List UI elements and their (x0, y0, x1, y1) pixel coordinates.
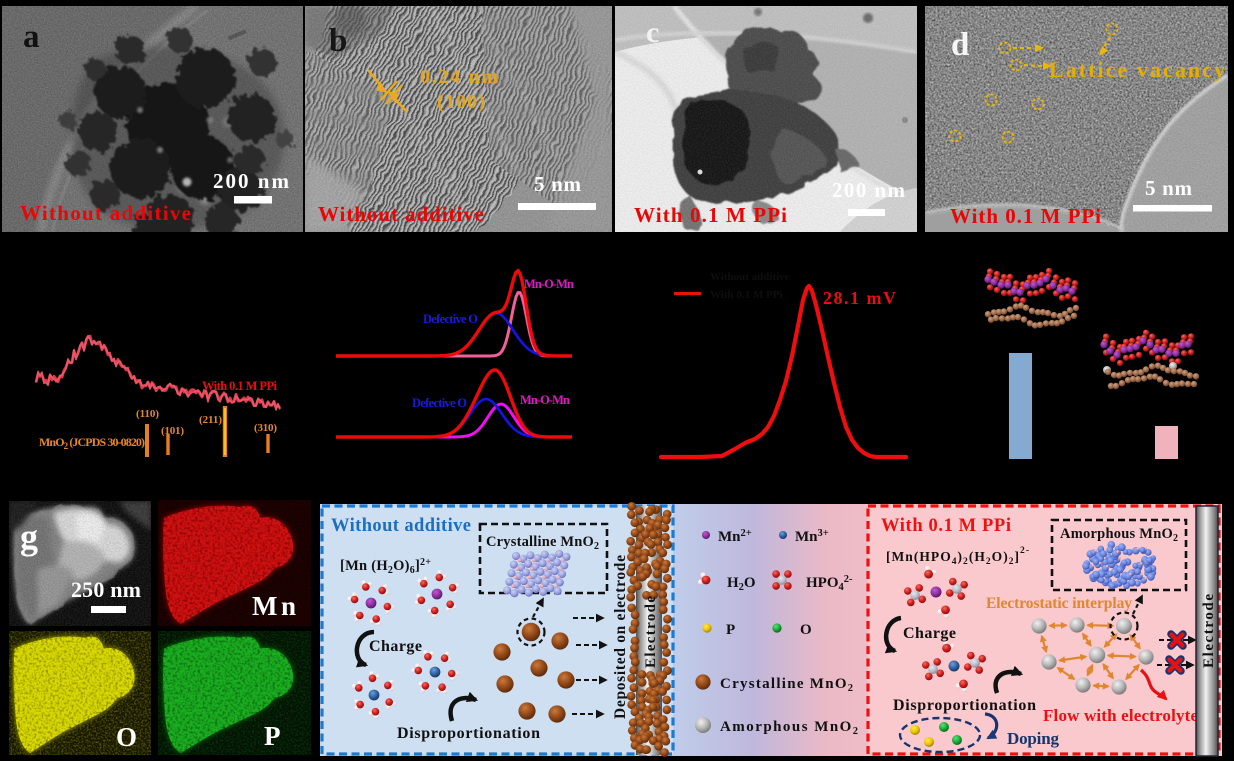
svg-text:Without additive: Without additive (20, 201, 191, 225)
svg-text:Charge: Charge (369, 638, 422, 655)
svg-text:Without additive: Without additive (318, 202, 484, 226)
svg-text:With 0.1 M PPi: With 0.1 M PPi (634, 203, 787, 227)
svg-text:0.24 nm: 0.24 nm (420, 66, 498, 88)
svg-text:200 nm: 200 nm (832, 178, 906, 202)
svg-text:Amorphous MnO2: Amorphous MnO2 (1060, 526, 1178, 544)
svg-text:Electrostatic interplay: Electrostatic interplay (986, 595, 1132, 612)
svg-text:Disproportionation: Disproportionation (397, 725, 540, 742)
svg-text:Mn: Mn (252, 591, 296, 621)
svg-text:200 nm: 200 nm (213, 169, 290, 193)
svg-text:b: b (329, 23, 347, 59)
svg-text:250 nm: 250 nm (71, 577, 141, 602)
svg-text:Defective O: Defective O (423, 312, 478, 326)
svg-text:O: O (116, 722, 137, 752)
svg-text:With 0.1 M PPi: With 0.1 M PPi (881, 516, 1011, 536)
svg-text:c: c (646, 16, 659, 49)
svg-text:Electrode: Electrode (1201, 594, 1217, 668)
svg-text:With 0.1 M PPi: With 0.1 M PPi (950, 204, 1101, 228)
svg-text:(110): (110) (136, 408, 159, 420)
svg-text:Mn-O-Mn: Mn-O-Mn (524, 277, 574, 291)
svg-text:5 nm: 5 nm (534, 172, 582, 196)
svg-text:Amorphous MnO2: Amorphous MnO2 (720, 719, 858, 737)
svg-text:(100): (100) (437, 91, 485, 113)
svg-text:(101): (101) (161, 425, 184, 437)
svg-text:[Mn (H2O)6]2+: [Mn (H2O)6]2+ (340, 557, 431, 576)
svg-text:g: g (20, 517, 38, 557)
svg-text:P: P (726, 622, 735, 638)
svg-text:5 nm: 5 nm (1145, 176, 1193, 200)
svg-text:d: d (951, 27, 969, 63)
svg-text:Doping: Doping (1007, 729, 1060, 748)
svg-text:Electrode: Electrode (643, 596, 659, 668)
svg-text:28.1 mV: 28.1 mV (823, 288, 896, 308)
svg-text:(310): (310) (254, 422, 277, 434)
svg-text:Deposited on electrode: Deposited on electrode (612, 555, 629, 719)
svg-text:Disproportionation: Disproportionation (893, 697, 1036, 714)
svg-text:Without additive: Without additive (331, 516, 471, 536)
svg-text:Without additive: Without additive (710, 271, 790, 283)
svg-text:(211): (211) (199, 414, 222, 426)
svg-text:P: P (264, 721, 281, 751)
svg-text:a: a (23, 19, 40, 55)
svg-text:Flow with electrolyte: Flow with electrolyte (1043, 706, 1198, 725)
svg-text:Crystalline MnO2: Crystalline MnO2 (720, 676, 853, 694)
svg-text:MnO2 (JCPDS 30-0820): MnO2 (JCPDS 30-0820) (39, 435, 145, 451)
svg-text:O: O (800, 622, 812, 638)
svg-text:[Mn(HPO4)2(H2O)2]2-: [Mn(HPO4)2(H2O)2]2- (886, 546, 1029, 567)
svg-text:With 0.1 M PPi: With 0.1 M PPi (710, 289, 783, 301)
svg-text:Lattice vacancy: Lattice vacancy (1049, 57, 1225, 82)
svg-text:With 0.1 M PPi: With 0.1 M PPi (202, 379, 278, 393)
svg-text:Defective O: Defective O (412, 396, 467, 410)
svg-text:H2O: H2O (727, 575, 756, 593)
svg-text:Mn-O-Mn: Mn-O-Mn (520, 393, 570, 407)
svg-text:Crystalline MnO2: Crystalline MnO2 (486, 534, 599, 552)
svg-text:Charge: Charge (903, 625, 956, 642)
